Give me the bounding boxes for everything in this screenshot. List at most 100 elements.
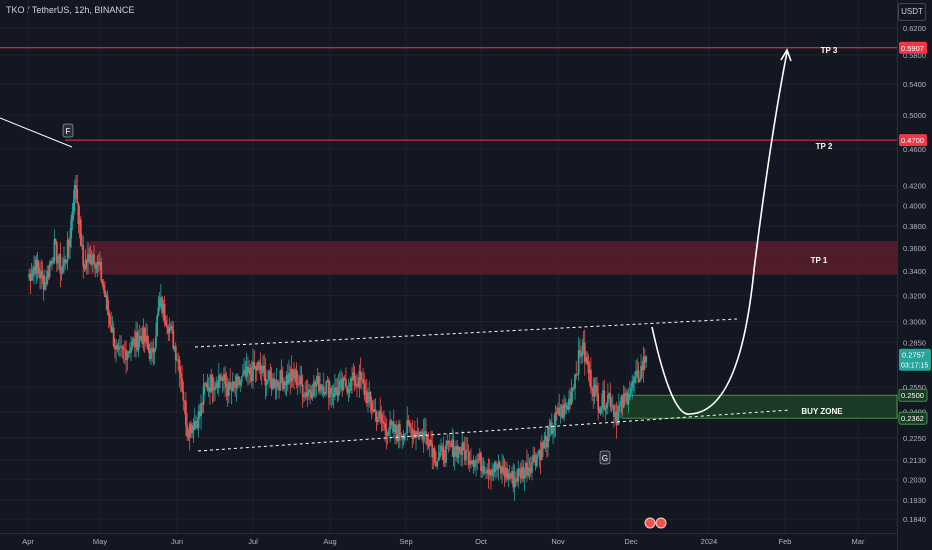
candle-body xyxy=(195,420,197,422)
candle-body xyxy=(229,382,232,389)
candle xyxy=(264,357,267,400)
candle xyxy=(270,366,273,396)
candle-body xyxy=(588,369,591,374)
candle xyxy=(402,430,405,446)
candle xyxy=(568,389,570,414)
candle-body xyxy=(132,338,135,341)
candle-body xyxy=(417,435,420,438)
candle-body xyxy=(348,389,351,391)
candle xyxy=(75,174,77,199)
candle xyxy=(40,259,43,290)
candle xyxy=(613,403,615,428)
candle-body xyxy=(260,370,263,373)
candle-body xyxy=(250,374,253,381)
candle-body xyxy=(427,443,430,447)
candle-body xyxy=(196,420,199,428)
candle-body xyxy=(423,431,426,433)
candle xyxy=(296,371,299,396)
candle xyxy=(362,367,364,384)
candle-body xyxy=(145,335,147,342)
buy-zone-bottom-marker-border xyxy=(898,411,928,425)
candle-body xyxy=(598,410,601,414)
candle-body xyxy=(150,348,152,360)
candle xyxy=(481,457,484,479)
candle-body xyxy=(428,439,431,447)
candle xyxy=(545,435,548,458)
candle xyxy=(346,385,349,396)
candle-body xyxy=(412,430,415,439)
candle-body xyxy=(447,441,450,444)
candle xyxy=(543,432,546,449)
candle xyxy=(638,378,641,383)
candle-body xyxy=(490,470,492,476)
currency-button[interactable]: USDT xyxy=(898,3,926,21)
price-tick-label: 0.6200 xyxy=(903,24,926,33)
candle xyxy=(120,335,123,357)
candle xyxy=(384,415,387,442)
candle xyxy=(491,462,494,482)
candle-body xyxy=(486,469,489,473)
candle xyxy=(183,399,186,415)
candle-body xyxy=(257,362,259,371)
candle-body xyxy=(99,261,101,266)
candle xyxy=(222,367,225,392)
candle-body xyxy=(53,239,56,262)
buy-zone-bottom-marker-bg xyxy=(899,412,927,425)
candle xyxy=(364,380,367,403)
candle xyxy=(349,376,352,394)
candle xyxy=(575,360,578,380)
candle xyxy=(293,362,295,390)
candle-body xyxy=(322,386,325,395)
candle xyxy=(202,374,205,414)
candle xyxy=(340,369,342,393)
candle xyxy=(321,384,324,397)
candle xyxy=(267,369,269,384)
candle xyxy=(606,383,609,414)
candle xyxy=(201,402,204,414)
candle-body xyxy=(640,365,642,380)
price-tick-label: 0.5800 xyxy=(903,51,926,60)
candle xyxy=(146,324,149,351)
candle-body xyxy=(294,369,297,379)
candle xyxy=(275,367,278,399)
candle-body xyxy=(128,351,131,353)
candle-body xyxy=(267,380,269,381)
candle-body xyxy=(179,373,182,378)
candle-body xyxy=(112,327,115,347)
candle xyxy=(248,360,251,385)
price-tick-label: 0.5400 xyxy=(903,80,926,89)
candle-body xyxy=(216,383,219,388)
candle-body xyxy=(136,332,139,351)
candle xyxy=(635,359,637,384)
candle-body xyxy=(410,426,412,429)
candle-body xyxy=(526,462,528,476)
candle xyxy=(61,256,64,275)
label-f-box xyxy=(62,123,74,138)
candle xyxy=(373,399,376,413)
candle-body xyxy=(241,373,244,377)
candle-body xyxy=(45,283,47,285)
candle xyxy=(77,202,80,234)
candle-body xyxy=(268,371,271,381)
candle-body xyxy=(514,478,517,480)
candle-body xyxy=(628,393,631,400)
candle-body xyxy=(608,393,610,395)
candle xyxy=(73,179,76,215)
candle xyxy=(85,258,88,275)
candle xyxy=(517,460,520,489)
candle-body xyxy=(611,405,614,407)
candle xyxy=(106,290,109,316)
candle-body xyxy=(122,348,125,350)
candle xyxy=(35,254,38,284)
candle-body xyxy=(568,398,570,410)
candle xyxy=(457,445,460,465)
candle-body xyxy=(589,369,592,388)
candle-body xyxy=(616,411,619,425)
candle xyxy=(152,338,155,366)
candle-body xyxy=(458,446,461,453)
tp3-price-marker: 0.5907 xyxy=(901,44,924,53)
candle-body xyxy=(259,363,262,371)
candle xyxy=(42,274,45,301)
candle-body xyxy=(342,377,345,390)
